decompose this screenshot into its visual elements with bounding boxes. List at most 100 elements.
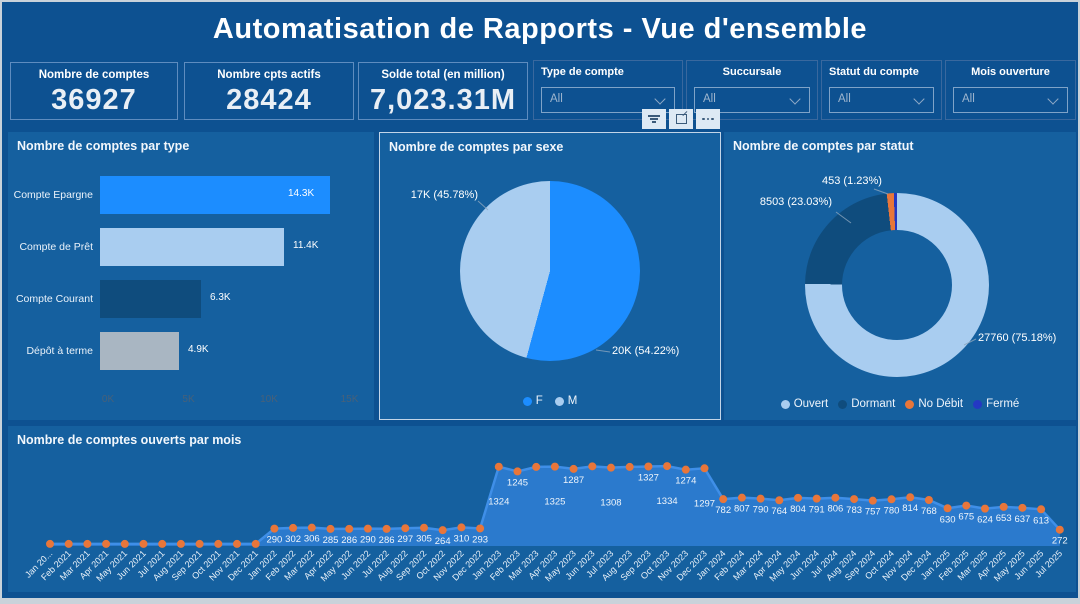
data-point[interactable] [83,539,92,548]
bar-row: Dépôt à terme 4.9K [8,332,374,370]
data-point[interactable] [457,523,466,532]
slice-label-m: 17K (45.78%) [410,189,478,201]
data-point[interactable] [420,523,428,532]
data-point-label: 310 [453,533,469,544]
bar-compte-de-prêt[interactable] [100,228,284,266]
data-point[interactable] [681,465,690,474]
bar-compte-courant[interactable] [100,280,201,318]
data-point[interactable] [1055,525,1064,534]
mois-ouverture-dropdown[interactable]: All [953,87,1068,113]
data-point[interactable] [494,462,503,471]
data-point[interactable] [382,524,391,533]
type-de-compte-dropdown[interactable]: All [541,87,675,113]
data-point[interactable] [775,496,784,505]
data-point[interactable] [981,504,989,513]
data-point-label: 630 [940,514,956,525]
data-point[interactable] [868,496,877,505]
data-point[interactable] [139,539,148,548]
bar-plot-area: Compte Epargne 14.3K Compte de Prêt 11.4K Co… [8,176,374,386]
data-point[interactable] [120,539,129,548]
chevron-down-icon[interactable] [1047,93,1059,105]
data-point[interactable] [550,462,559,471]
data-point[interactable] [46,539,54,548]
data-point[interactable] [588,462,597,471]
donut-chart-panel: Nombre de comptes par statut 453 (1.23%)… [724,132,1076,420]
bar-dépôt-à-terme[interactable] [100,332,179,370]
data-point[interactable] [831,493,840,502]
data-point[interactable] [158,539,167,548]
legend-item-no-debit[interactable]: No Débit [905,398,963,410]
data-point[interactable] [176,539,185,548]
data-point[interactable] [607,463,615,472]
data-point[interactable] [214,539,223,548]
data-point-label: 272 [1052,536,1068,547]
data-point[interactable] [251,539,260,548]
data-point-label: 305 [416,534,432,545]
data-point[interactable] [700,464,709,473]
data-point[interactable] [962,501,971,510]
data-point[interactable] [663,462,672,471]
legend-item-ferme[interactable]: Fermé [973,398,1019,410]
data-point[interactable] [326,524,335,533]
area-fill [50,466,1060,546]
data-point[interactable] [625,462,634,471]
data-point-label: 297 [397,534,413,545]
data-point[interactable] [943,504,952,513]
kpi-label: Nombre cpts actifs [217,69,321,81]
kpi-card-nombre-cpts-actifs: Nombre cpts actifs 28424 [184,62,354,120]
filter-icon[interactable] [642,109,666,129]
data-point[interactable] [906,493,915,502]
data-point[interactable] [1037,505,1046,514]
data-point[interactable] [999,502,1008,511]
data-point[interactable] [532,462,541,471]
data-point[interactable] [64,539,73,548]
statut-du-compte-dropdown[interactable]: All [829,87,934,113]
data-point[interactable] [363,524,372,533]
data-point[interactable] [270,524,279,533]
data-point[interactable] [438,526,447,535]
kpi-label: Solde total (en million) [381,69,505,81]
data-point[interactable] [102,539,111,548]
legend-item-dormant[interactable]: Dormant [838,398,895,410]
chevron-down-icon[interactable] [913,93,925,105]
pie-chart[interactable] [460,181,640,361]
data-point-label: 780 [884,505,900,516]
data-point[interactable] [794,493,802,502]
slice-label-no-debit: 453 (1.23%) [822,175,882,187]
bar-track: 6.3K [100,280,374,318]
focus-mode-icon[interactable] [669,109,693,129]
data-point[interactable] [476,524,485,533]
legend-item-m[interactable]: M [554,395,577,407]
slicer-title: Statut du compte [829,66,919,78]
data-point[interactable] [195,539,204,548]
data-point[interactable] [401,524,410,533]
data-point[interactable] [737,493,746,502]
legend-item-f[interactable]: F [522,395,543,407]
slicer-title: Type de compte [541,66,624,78]
data-point[interactable] [1018,503,1027,512]
pie-chart-panel[interactable]: Nombre de comptes par sexe 17K (45.78%) … [379,132,721,420]
bar-compte-epargne[interactable] [100,176,330,214]
chevron-down-icon[interactable] [789,93,801,105]
succursale-dropdown[interactable]: All [694,87,810,113]
data-point[interactable] [233,539,241,548]
more-options-icon[interactable] [696,109,720,129]
page-title: Automatisation de Rapports - Vue d'ensem… [212,13,868,45]
data-point[interactable] [887,495,896,504]
data-point[interactable] [345,524,354,533]
chart-title: Nombre de comptes par statut [733,139,914,153]
data-point[interactable] [850,495,859,504]
data-point[interactable] [719,495,728,504]
data-point[interactable] [644,462,653,471]
x-axis: 0K 5K 10K 15K [102,394,364,410]
legend-item-ouvert[interactable]: Ouvert [780,398,828,410]
slice-label-dormant: 8503 (23.03%) [759,196,832,208]
data-point[interactable] [924,495,933,504]
chevron-down-icon[interactable] [654,93,666,105]
data-point[interactable] [513,467,522,476]
data-point[interactable] [569,464,578,473]
data-point[interactable] [307,523,316,532]
data-point[interactable] [289,523,298,532]
data-point[interactable] [756,494,765,503]
data-point[interactable] [812,494,821,503]
